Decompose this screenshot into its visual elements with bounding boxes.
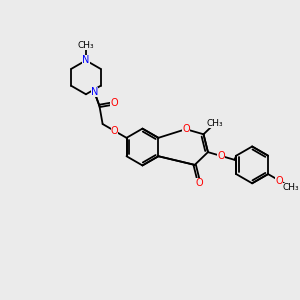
Text: CH₃: CH₃ (283, 183, 299, 192)
Text: O: O (111, 126, 119, 136)
Text: CH₃: CH₃ (78, 41, 94, 50)
Text: N: N (82, 56, 90, 65)
Text: O: O (182, 124, 190, 134)
Text: O: O (195, 178, 203, 188)
Text: CH₃: CH₃ (206, 119, 223, 128)
Text: O: O (275, 176, 283, 185)
Text: O: O (218, 151, 225, 161)
Text: N: N (91, 87, 98, 97)
Text: N: N (91, 87, 98, 97)
Text: O: O (110, 98, 118, 108)
